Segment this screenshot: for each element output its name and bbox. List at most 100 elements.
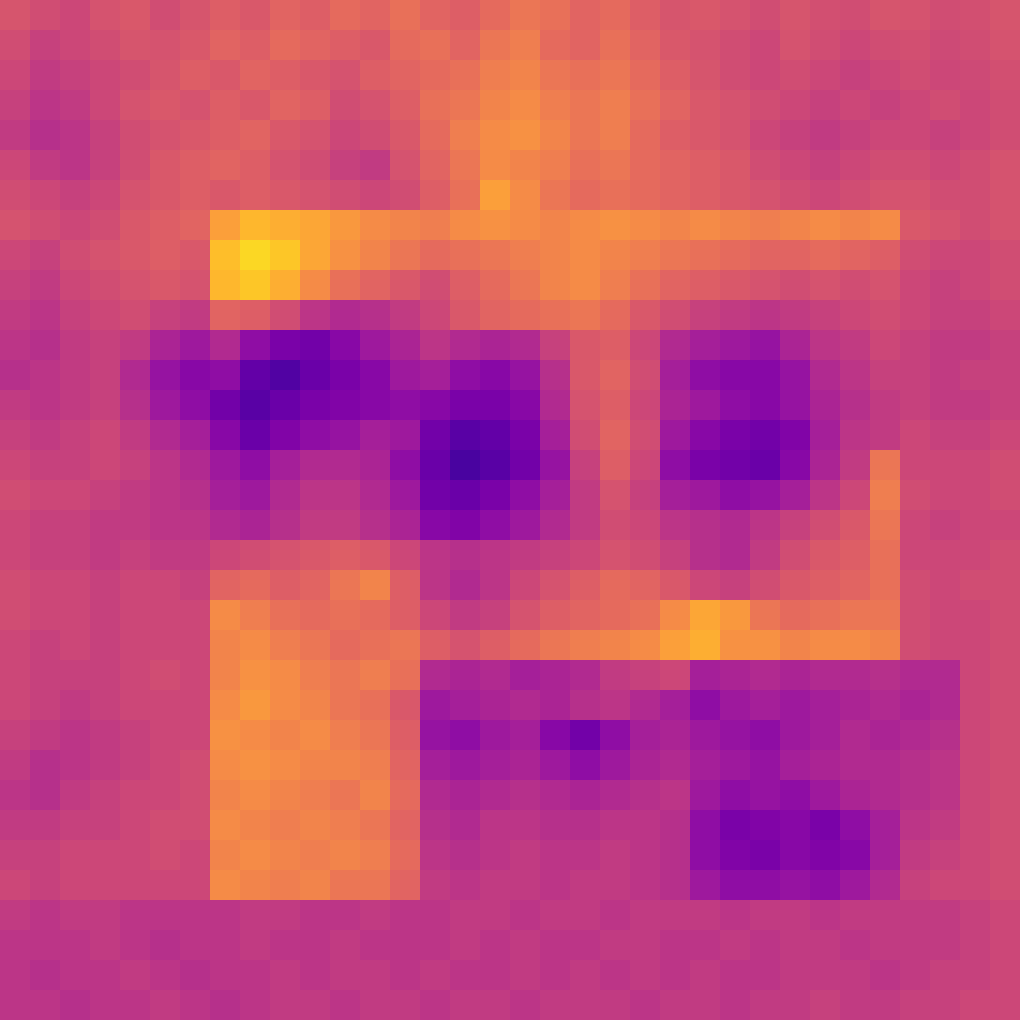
heat-cell [780, 690, 811, 721]
heat-cell [720, 690, 751, 721]
heat-cell [420, 30, 451, 61]
heat-cell [780, 120, 811, 151]
heat-cell [540, 600, 571, 631]
heat-cell [420, 60, 451, 91]
heat-cell [270, 660, 301, 691]
heat-cell [240, 510, 271, 541]
heat-cell [30, 540, 61, 571]
heat-cell [540, 780, 571, 811]
heat-cell [150, 540, 181, 571]
heat-cell [930, 240, 961, 271]
heat-cell [570, 780, 601, 811]
heat-cell [360, 60, 391, 91]
heat-cell [180, 210, 211, 241]
heat-cell [750, 810, 781, 841]
heat-cell [660, 930, 691, 961]
heat-cell [450, 180, 481, 211]
heat-cell [450, 360, 481, 391]
heat-cell [720, 540, 751, 571]
heat-cell [960, 480, 991, 511]
heat-cell [510, 60, 541, 91]
heat-cell [720, 60, 751, 91]
heat-cell [420, 750, 451, 781]
heat-cell [630, 900, 661, 931]
heat-cell [300, 630, 331, 661]
heat-cell [150, 210, 181, 241]
heat-cell [930, 420, 961, 451]
heat-cell [750, 960, 781, 991]
heat-cell [540, 0, 571, 31]
heat-cell [450, 630, 481, 661]
heat-cell [600, 660, 631, 691]
heat-cell [900, 150, 931, 181]
heat-cell [360, 480, 391, 511]
heat-cell [360, 570, 391, 601]
heat-cell [750, 0, 781, 31]
heat-cell [540, 30, 571, 61]
heat-cell [480, 240, 511, 271]
heat-cell [180, 870, 211, 901]
heat-cell [210, 90, 241, 121]
heat-cell [480, 330, 511, 361]
heat-cell [840, 330, 871, 361]
heat-cell [450, 480, 481, 511]
heat-cell [180, 30, 211, 61]
heat-cell [900, 870, 931, 901]
heat-cell [90, 180, 121, 211]
heat-cell [690, 990, 721, 1020]
heat-cell [720, 270, 751, 301]
heat-cell [540, 150, 571, 181]
heat-cell [660, 330, 691, 361]
heat-cell [120, 840, 151, 871]
heat-cell [780, 330, 811, 361]
heat-cell [0, 270, 31, 301]
heat-cell [570, 660, 601, 691]
heat-cell [540, 420, 571, 451]
heat-cell [540, 360, 571, 391]
heat-cell [780, 420, 811, 451]
heat-cell [750, 600, 781, 631]
heat-cell [810, 360, 841, 391]
heat-cell [960, 240, 991, 271]
heat-cell [360, 90, 391, 121]
heat-cell [870, 240, 901, 271]
heat-cell [960, 690, 991, 721]
heat-cell [60, 300, 91, 331]
heat-cell [810, 30, 841, 61]
heat-cell [780, 480, 811, 511]
heat-cell [30, 30, 61, 61]
heat-cell [330, 570, 361, 601]
heat-cell [480, 180, 511, 211]
heat-cell [30, 570, 61, 601]
heat-cell [450, 240, 481, 271]
heat-cell [180, 810, 211, 841]
heat-cell [210, 750, 241, 781]
heat-cell [90, 210, 121, 241]
heat-cell [720, 360, 751, 391]
heat-cell [450, 660, 481, 691]
heat-cell [360, 390, 391, 421]
heat-cell [750, 750, 781, 781]
heat-cell [450, 60, 481, 91]
heat-cell [90, 270, 121, 301]
heat-cell [480, 990, 511, 1020]
heat-cell [60, 90, 91, 121]
heat-cell [810, 90, 841, 121]
heat-cell [480, 660, 511, 691]
heat-cell [150, 720, 181, 751]
heat-cell [540, 270, 571, 301]
heat-cell [90, 360, 121, 391]
heat-cell [90, 780, 121, 811]
heat-cell [30, 660, 61, 691]
heat-cell [840, 30, 871, 61]
heat-cell [0, 750, 31, 781]
heat-cell [570, 330, 601, 361]
heat-cell [420, 810, 451, 841]
heat-cell [180, 60, 211, 91]
heat-cell [150, 150, 181, 181]
heat-cell [690, 870, 721, 901]
heat-cell [480, 480, 511, 511]
heat-cell [750, 240, 781, 271]
heat-cell [150, 600, 181, 631]
heat-cell [120, 330, 151, 361]
